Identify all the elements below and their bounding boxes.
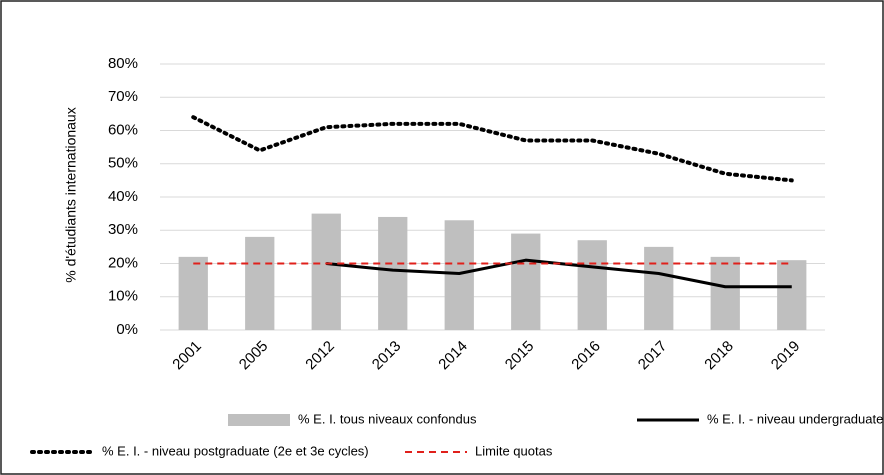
legend-label: % E. I. - niveau undergraduate (1e cycle… bbox=[707, 411, 884, 426]
bar bbox=[178, 256, 208, 330]
y-axis-title: % d'étudiants internationaux bbox=[63, 107, 79, 282]
y-tick-label: 60% bbox=[108, 121, 138, 138]
bar bbox=[245, 236, 275, 330]
bar bbox=[511, 233, 541, 330]
y-tick-label: 30% bbox=[108, 221, 138, 238]
bar bbox=[378, 216, 408, 330]
bar bbox=[311, 213, 341, 330]
legend-label: % E. I. - niveau postgraduate (2e et 3e … bbox=[102, 443, 369, 458]
legend-label: Limite quotas bbox=[475, 443, 553, 458]
y-tick-label: 50% bbox=[108, 155, 138, 172]
y-tick-label: 80% bbox=[108, 55, 138, 72]
legend-label: % E. I. tous niveaux confondus bbox=[298, 411, 477, 426]
bar bbox=[777, 260, 807, 330]
y-tick-label: 0% bbox=[116, 321, 138, 338]
bar bbox=[577, 240, 607, 330]
y-tick-label: 40% bbox=[108, 188, 138, 205]
bar bbox=[444, 220, 474, 330]
bar bbox=[644, 246, 674, 330]
bar bbox=[710, 256, 740, 330]
y-tick-label: 70% bbox=[108, 88, 138, 105]
legend-swatch bbox=[228, 414, 290, 426]
y-tick-label: 20% bbox=[108, 254, 138, 271]
y-tick-label: 10% bbox=[108, 288, 138, 305]
